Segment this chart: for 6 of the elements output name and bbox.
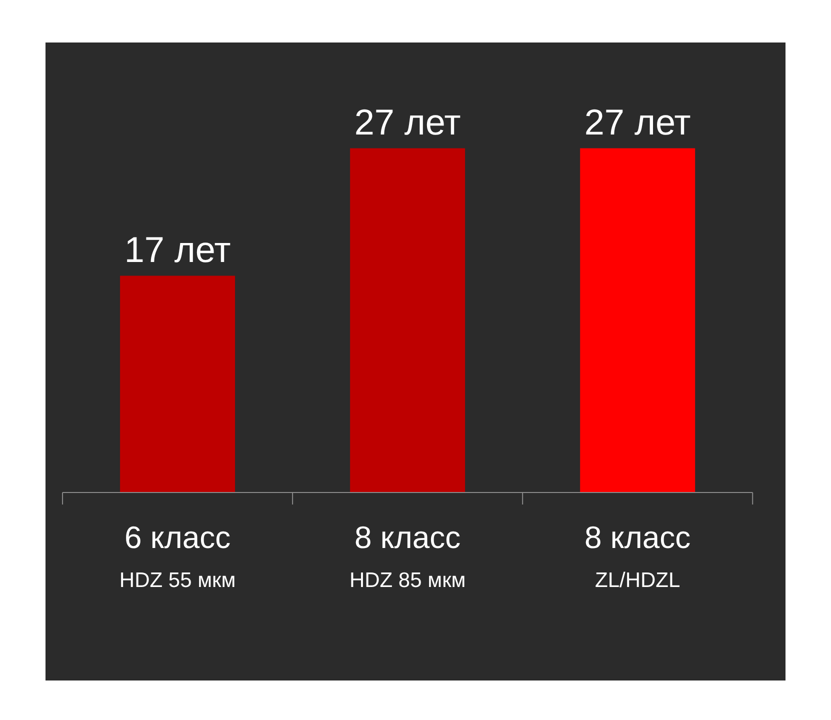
data-label: 27 лет (584, 101, 691, 142)
category-label: 6 класс HDZ 55 мкм (119, 520, 236, 592)
data-label: 27 лет (354, 101, 461, 142)
category-label: 8 класс ZL/HDZL (584, 520, 691, 592)
category-label: 8 класс HDZ 85 мкм (349, 520, 466, 592)
data-label: 17 лет (124, 228, 231, 270)
